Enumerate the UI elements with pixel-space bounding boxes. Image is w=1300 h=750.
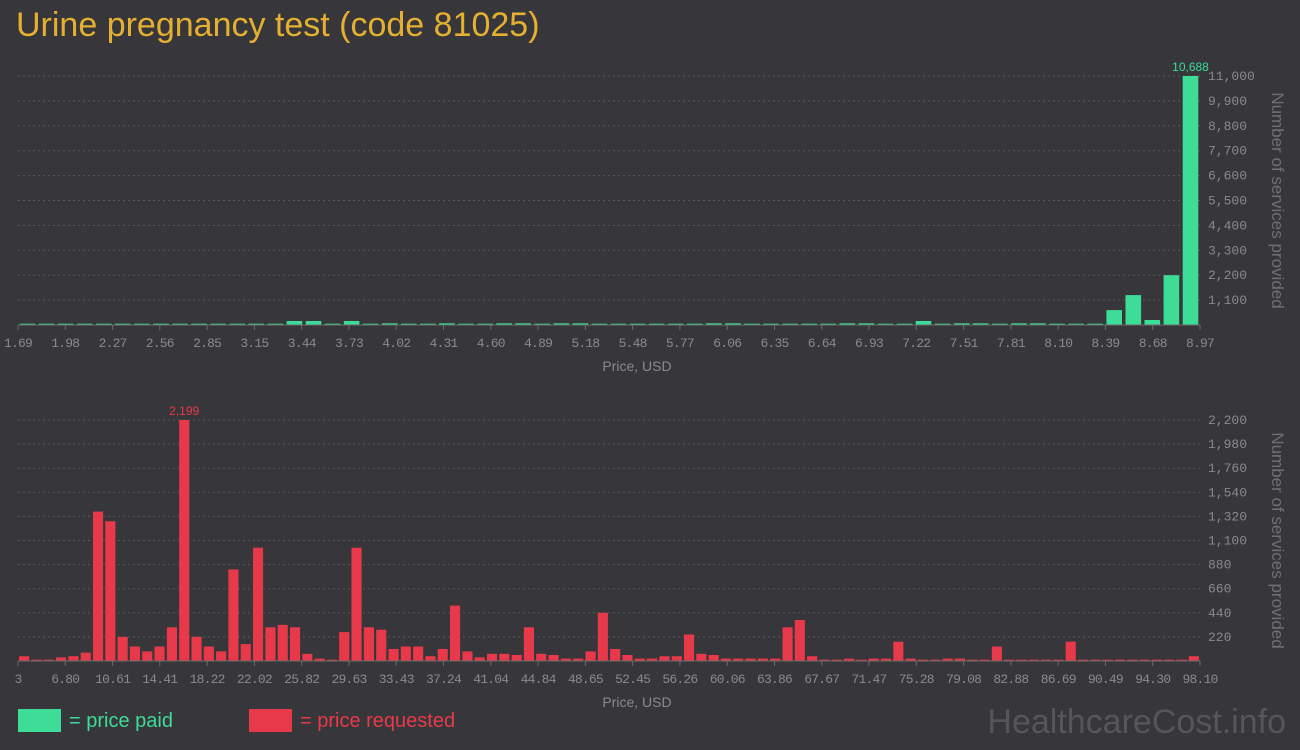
svg-text:37.24: 37.24 [426, 672, 462, 687]
svg-text:660: 660 [1208, 582, 1231, 597]
svg-text:3: 3 [14, 672, 21, 687]
svg-text:Number of services provided: Number of services provided [1268, 432, 1287, 648]
svg-text:1,320: 1,320 [1208, 509, 1247, 524]
svg-text:880: 880 [1208, 558, 1231, 573]
svg-text:2,199: 2,199 [169, 404, 199, 418]
svg-text:41.04: 41.04 [473, 672, 509, 687]
svg-text:6.80: 6.80 [51, 672, 79, 687]
svg-text:2,200: 2,200 [1208, 413, 1247, 428]
svg-text:14.41: 14.41 [142, 672, 178, 687]
svg-text:29.63: 29.63 [331, 672, 366, 687]
svg-text:22.02: 22.02 [237, 672, 272, 687]
svg-text:44.84: 44.84 [521, 672, 557, 687]
svg-text:18.22: 18.22 [190, 672, 225, 687]
svg-text:440: 440 [1208, 606, 1231, 621]
svg-text:90.49: 90.49 [1088, 672, 1123, 687]
svg-text:1,540: 1,540 [1208, 485, 1247, 500]
svg-text:60.06: 60.06 [710, 672, 745, 687]
svg-text:1,760: 1,760 [1208, 461, 1247, 476]
svg-text:82.88: 82.88 [993, 672, 1028, 687]
svg-text:67.67: 67.67 [804, 672, 839, 687]
svg-text:Price, USD: Price, USD [602, 694, 671, 710]
svg-text:79.08: 79.08 [946, 672, 981, 687]
svg-text:94.30: 94.30 [1135, 672, 1170, 687]
svg-text:98.10: 98.10 [1182, 672, 1217, 687]
svg-text:10.61: 10.61 [95, 672, 131, 687]
svg-text:1,100: 1,100 [1208, 534, 1247, 549]
svg-text:52.45: 52.45 [615, 672, 650, 687]
svg-text:220: 220 [1208, 630, 1231, 645]
svg-text:63.86: 63.86 [757, 672, 792, 687]
svg-text:= price paid: = price paid [69, 710, 173, 732]
svg-text:1,980: 1,980 [1208, 437, 1247, 452]
svg-text:56.26: 56.26 [662, 672, 697, 687]
svg-text:48.65: 48.65 [568, 672, 603, 687]
svg-text:71.47: 71.47 [851, 672, 886, 687]
svg-text:25.82: 25.82 [284, 672, 319, 687]
svg-text:75.28: 75.28 [899, 672, 934, 687]
svg-text:= price requested: = price requested [300, 710, 455, 732]
svg-text:33.43: 33.43 [379, 672, 414, 687]
svg-text:86.69: 86.69 [1041, 672, 1076, 687]
